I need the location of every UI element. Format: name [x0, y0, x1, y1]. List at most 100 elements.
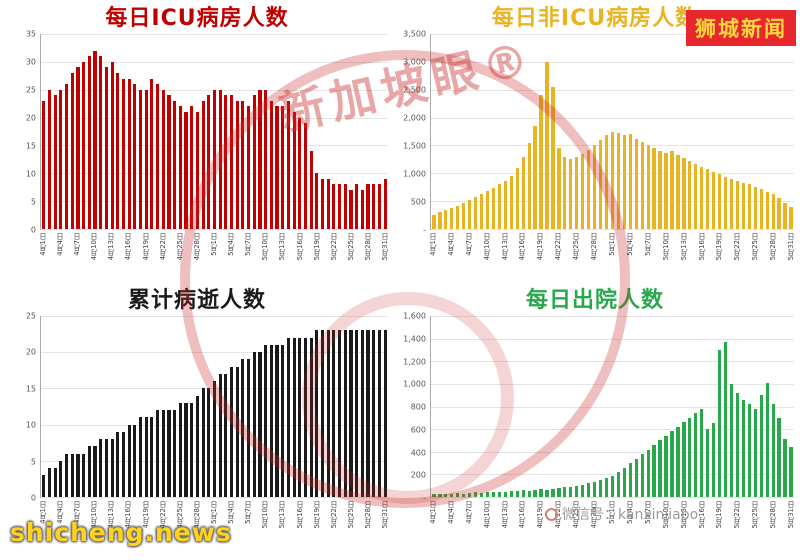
x-tick-label: 4月28日 [192, 233, 201, 261]
x-tick-label: 4月4日 [55, 233, 64, 256]
chart-graph: 3,500 3,000 2,500 2,000 1,500 1,000 500- 4月1日 4… [396, 30, 795, 276]
bar [610, 131, 615, 229]
x-tick-label: 5月16日 [295, 233, 304, 261]
bar [545, 489, 549, 497]
bar [286, 337, 290, 497]
bar [688, 161, 692, 229]
bar [190, 402, 194, 497]
bar [315, 173, 319, 229]
bar [343, 184, 347, 229]
bar [76, 67, 80, 229]
x-tick-label: 5月31日 [381, 501, 390, 529]
bar [383, 178, 387, 229]
bar [110, 61, 114, 229]
bar [65, 453, 69, 497]
x-tick-label: 5月13日 [679, 233, 688, 261]
bar [753, 408, 757, 497]
bar [93, 446, 97, 497]
bar [551, 86, 555, 229]
bar [485, 191, 490, 229]
bar [42, 475, 46, 497]
bar [753, 186, 757, 229]
bar [509, 491, 513, 497]
bar [468, 200, 472, 229]
bar [190, 106, 194, 229]
bar [587, 483, 591, 497]
bar [326, 330, 330, 497]
bar [473, 197, 478, 229]
bar [783, 202, 787, 229]
bar [127, 424, 131, 497]
bar [569, 486, 573, 497]
chart-daily-non-icu: 每日非ICU病房人数 3,500 3,000 2,500 2,000 1,500 1,00… [396, 4, 795, 276]
x-tick-label: 4月4日 [446, 233, 455, 256]
bar [104, 67, 108, 229]
x-tick-label: 4月7日 [73, 233, 82, 256]
bar [286, 100, 290, 229]
x-tick-label: 5月1日 [210, 233, 218, 256]
x-tick-label: 4月19日 [536, 233, 545, 261]
gridline [431, 474, 794, 476]
x-tick-label: 5月31日 [381, 233, 390, 261]
x-tick-label: 5月13日 [278, 233, 287, 261]
bar [664, 153, 668, 229]
bar [616, 472, 621, 497]
bar [444, 494, 448, 497]
y-tick-label: 5 [30, 457, 36, 467]
bar [281, 106, 285, 229]
bar [207, 95, 211, 229]
gridline [431, 316, 794, 317]
bar [99, 439, 103, 497]
x-tick-label: 4月1日 [428, 233, 437, 256]
bar [42, 100, 46, 229]
bar [771, 194, 775, 229]
y-tick-label: 25 [25, 85, 36, 95]
bar [127, 78, 131, 229]
bar [343, 330, 347, 497]
x-tick-label: 5月19日 [715, 233, 724, 261]
plot-area [430, 316, 794, 498]
bar [622, 135, 626, 229]
y-tick-label: 3,500 [403, 29, 426, 39]
bar [332, 330, 336, 497]
site-watermark: shicheng.news [10, 518, 232, 547]
bar [557, 487, 561, 497]
bar [610, 475, 615, 497]
chart-graph: 25 20 15 10 5 0 4月1日 4月4日 4月7日 4月10日 4月13日 4月16日 4月… [6, 312, 390, 544]
bar [332, 184, 336, 229]
bar [759, 395, 763, 497]
bar [53, 468, 57, 497]
x-tick-label: 4月16日 [124, 233, 133, 261]
bar [138, 417, 143, 497]
bar [456, 205, 460, 229]
bar [497, 184, 502, 229]
bar [557, 148, 561, 229]
gridline [41, 61, 388, 63]
bar [275, 344, 279, 497]
bar [360, 330, 364, 497]
x-tick-label: 4月1日 [38, 233, 47, 256]
bar [462, 493, 466, 497]
x-tick-label: 4月28日 [590, 233, 599, 261]
bar [156, 410, 160, 497]
bar [640, 454, 644, 497]
bar [241, 100, 245, 229]
bar [533, 489, 537, 497]
y-axis: 25 20 15 10 5 0 [6, 312, 40, 503]
chart-title: 每日出院人数 [525, 288, 664, 313]
bar [563, 156, 567, 229]
bar [700, 408, 704, 497]
bar [646, 145, 650, 229]
bar [694, 413, 698, 497]
x-tick-label: 5月7日 [244, 233, 253, 256]
bar [473, 492, 478, 497]
bar [309, 151, 313, 229]
x-tick-label: 5月25日 [751, 501, 760, 529]
x-tick-label: 5月22日 [329, 233, 338, 261]
x-tick-label: 4月10日 [90, 233, 99, 261]
bar [587, 149, 591, 229]
bar [349, 330, 353, 497]
bar [320, 178, 325, 229]
bar [59, 460, 63, 497]
